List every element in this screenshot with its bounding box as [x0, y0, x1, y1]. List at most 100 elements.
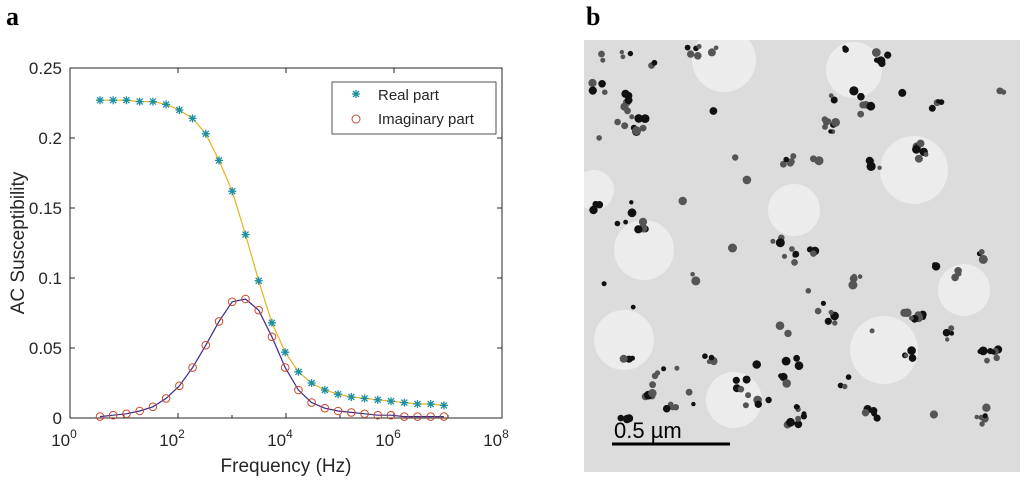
nanoparticle [648, 389, 657, 398]
imaginary-point [175, 381, 184, 391]
real-point [254, 276, 263, 285]
imaginary-point [122, 409, 131, 419]
nanoparticle [857, 92, 865, 101]
real-point [334, 390, 343, 399]
nanoparticle [877, 165, 882, 170]
nanoparticle [620, 54, 626, 60]
real-point [162, 100, 171, 109]
nanoparticle [775, 238, 785, 248]
nanoparticle [828, 309, 834, 315]
panel-label-b: b [586, 2, 601, 31]
imaginary-point [267, 332, 277, 342]
x-tick-label: 108 [483, 427, 509, 450]
legend-marker-imaginary [351, 114, 361, 124]
nanoparticle [588, 86, 597, 95]
nanoparticle [732, 376, 740, 384]
nanoparticle [948, 325, 955, 332]
nanoparticle [814, 307, 822, 315]
real-point [400, 398, 409, 407]
x-axis-label: Frequency (Hz) [221, 456, 352, 477]
imaginary-point [95, 412, 105, 421]
imaginary-point [333, 406, 343, 416]
real-point [439, 401, 448, 410]
real-point [201, 129, 210, 138]
real-point [228, 187, 237, 196]
nanoparticle [795, 415, 802, 422]
nanoparticle [651, 59, 658, 66]
nanoparticle [770, 238, 776, 244]
nanoparticle [632, 126, 641, 135]
nanoparticle [831, 118, 840, 127]
real-point [387, 397, 396, 406]
imaginary-point [201, 340, 211, 350]
x-tick-label: 106 [375, 427, 401, 450]
nanoparticle [979, 421, 985, 427]
nanoparticle [742, 175, 752, 185]
imaginary-point [360, 409, 369, 419]
nanoparticle [684, 44, 691, 51]
nanoparticle [775, 321, 785, 331]
nanoparticle [793, 354, 800, 362]
nanoparticle [984, 357, 990, 364]
imaginary-point [413, 412, 422, 421]
real-point [188, 114, 197, 123]
nanoparticle [687, 50, 695, 58]
imaginary-point [161, 394, 171, 403]
imaginary-point [386, 410, 396, 420]
imaginary-point [307, 398, 316, 407]
real-point [122, 96, 131, 105]
imaginary-point [294, 385, 303, 395]
nanoparticle [956, 271, 962, 277]
nanoparticle [865, 156, 874, 165]
nanoparticle [909, 315, 914, 321]
nanoparticle [651, 372, 659, 380]
nanoparticle [742, 402, 749, 409]
nanoparticle [849, 86, 859, 96]
real-point [241, 230, 250, 239]
nanoparticle [598, 80, 606, 88]
nanoparticle [662, 404, 671, 413]
panel-label-a: a [6, 2, 19, 31]
tem-micrograph: 0.5 µm [584, 40, 1020, 472]
nanoparticle [828, 93, 834, 99]
real-point [109, 96, 118, 105]
scale-bar-label: 0.5 µm [614, 418, 682, 443]
nanoparticle [916, 139, 925, 148]
nanoparticle [614, 118, 621, 126]
y-tick-label: 0.2 [38, 129, 62, 148]
nanoparticle [982, 413, 988, 419]
nanoparticle [932, 262, 937, 267]
nanoparticle [945, 337, 950, 342]
nanoparticle [765, 396, 772, 404]
real-point [320, 386, 329, 394]
nanoparticle [828, 129, 833, 134]
nanoparticle [907, 346, 916, 355]
nanoparticle [661, 366, 667, 372]
nanoparticle [619, 49, 624, 55]
fit-line-imaginary [99, 298, 444, 418]
legend: Real part Imaginary part [331, 81, 497, 135]
real-point [215, 156, 224, 165]
nanoparticle [861, 409, 870, 417]
nanoparticle [898, 88, 907, 97]
nanoparticle [786, 159, 794, 167]
imaginary-point [108, 410, 118, 420]
nanoparticle [912, 145, 921, 154]
nanoparticle [696, 44, 702, 49]
nanoparticle [884, 51, 892, 59]
imaginary-point [347, 408, 356, 417]
nanoparticle [791, 259, 798, 266]
real-point [360, 394, 369, 403]
y-tick-label: 0 [53, 409, 62, 428]
nanoparticle [709, 107, 718, 115]
imaginary-point [148, 402, 158, 412]
nanoparticle [783, 156, 789, 163]
nanoparticle [794, 361, 804, 371]
y-tick-label: 0.05 [29, 339, 62, 358]
real-point [96, 96, 105, 105]
nanoparticle [678, 196, 687, 206]
nanoparticle [842, 45, 848, 51]
imaginary-point [399, 412, 409, 421]
real-point [148, 97, 157, 106]
nanoparticle [614, 220, 621, 227]
